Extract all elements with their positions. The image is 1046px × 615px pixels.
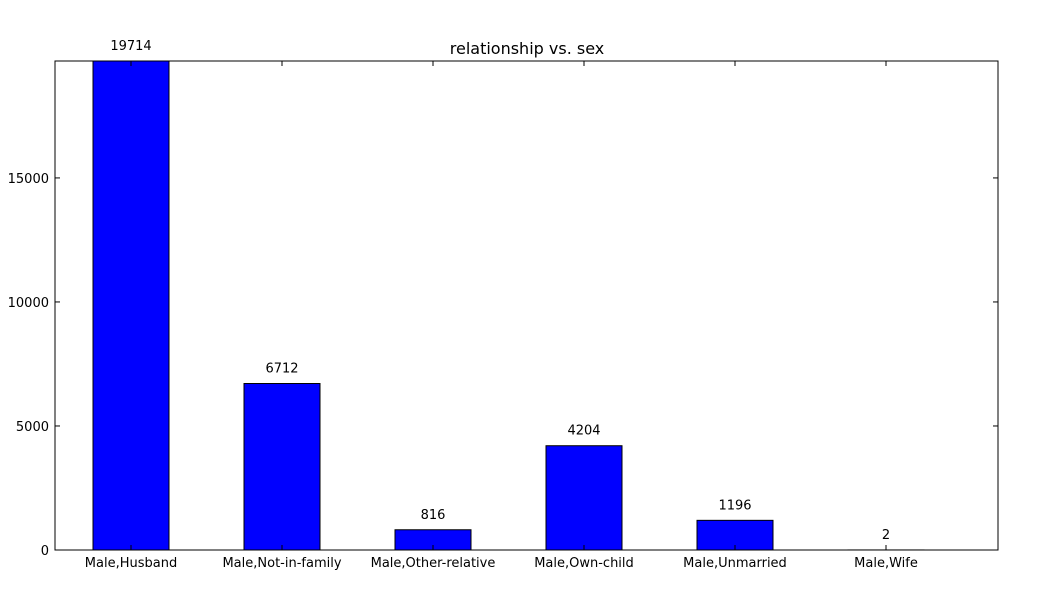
bar-1 [244, 384, 320, 550]
plot-frame [55, 61, 998, 550]
value-label-0: 19714 [110, 39, 151, 54]
value-label-1: 6712 [265, 362, 298, 377]
value-labels-group: 19714 6712 816 4204 1196 2 [110, 39, 890, 543]
y-tick-label-3: 15000 [8, 172, 49, 187]
x-tick-label-3: Male,Own-child [534, 556, 634, 571]
bars-group [93, 61, 924, 550]
bar-0 [93, 61, 169, 550]
y-tick-label-1: 5000 [16, 420, 49, 435]
y-tick-label-2: 10000 [8, 296, 49, 311]
x-tick-label-0: Male,Husband [85, 556, 177, 571]
x-tick-label-2: Male,Other-relative [371, 556, 496, 571]
x-tick-label-5: Male,Wife [854, 556, 918, 571]
x-tick-label-1: Male,Not-in-family [222, 556, 341, 571]
y-tick-label-0: 0 [41, 544, 49, 559]
value-label-5: 2 [882, 528, 890, 543]
bar-3 [546, 446, 622, 550]
x-tick-label-4: Male,Unmarried [683, 556, 787, 571]
value-label-3: 4204 [567, 424, 600, 439]
value-label-4: 1196 [718, 498, 751, 513]
chart-title: relationship vs. sex [450, 39, 604, 58]
x-axis: Male,Husband Male,Not-in-family Male,Other… [85, 61, 918, 571]
value-label-2: 816 [421, 508, 446, 523]
